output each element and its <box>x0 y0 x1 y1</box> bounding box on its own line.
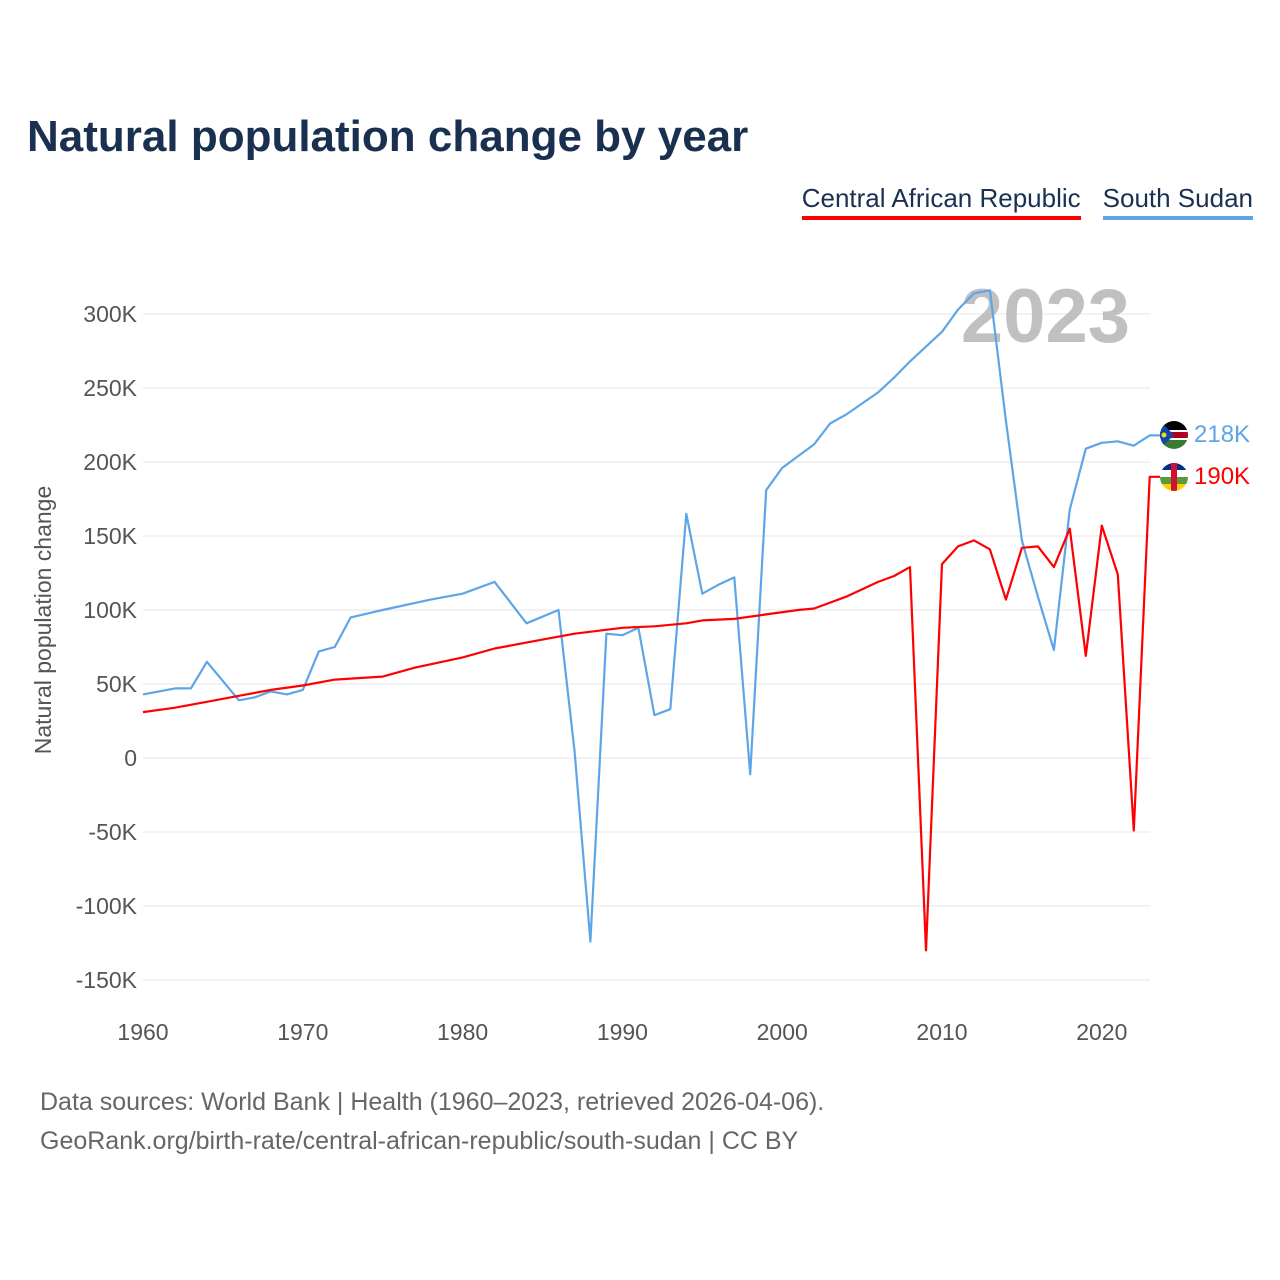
y-tick-label: 0 <box>124 745 137 771</box>
source-url[interactable]: GeoRank.org/birth-rate/central-african-r… <box>40 1127 799 1155</box>
series-line-central-african-republic <box>142 475 1160 952</box>
year-watermark: 2023 <box>961 274 1130 359</box>
y-tick-label: 200K <box>83 449 137 475</box>
x-tick-label: 1960 <box>117 1019 168 1045</box>
y-tick-label: 50K <box>96 671 138 697</box>
x-tick-label: 2020 <box>1076 1019 1127 1045</box>
y-tick-label: 150K <box>83 523 137 549</box>
legend: Central African Republic South Sudan <box>801 183 1253 220</box>
south-sudan-end-label: 218K <box>1194 421 1250 448</box>
legend-item-car[interactable]: Central African Republic <box>801 183 1081 220</box>
x-tick-label: 2010 <box>916 1019 967 1045</box>
x-tick-label: 1980 <box>437 1019 488 1045</box>
y-tick-label: 300K <box>83 301 137 327</box>
x-tick-label: 2000 <box>757 1019 808 1045</box>
y-axis-label: Natural population change <box>30 486 56 755</box>
car-end-label: 190K <box>1194 463 1250 490</box>
x-tick-label: 1970 <box>277 1019 328 1045</box>
legend-item-south-sudan[interactable]: South Sudan <box>1102 183 1253 220</box>
y-tick-label: -150K <box>76 967 138 993</box>
y-tick-label: -100K <box>76 893 138 919</box>
y-tick-label: 250K <box>83 375 137 401</box>
y-tick-label: 100K <box>83 597 137 623</box>
y-tick-label: -50K <box>88 819 137 845</box>
series-line-south-sudan <box>142 289 1160 943</box>
chart-title: Natural population change by year <box>27 112 749 161</box>
source-line: Data sources: World Bank | Health (1960–… <box>40 1088 825 1116</box>
car-flag-icon <box>1160 463 1188 491</box>
x-tick-label: 1990 <box>597 1019 648 1045</box>
south-sudan-flag-icon <box>1160 421 1188 449</box>
